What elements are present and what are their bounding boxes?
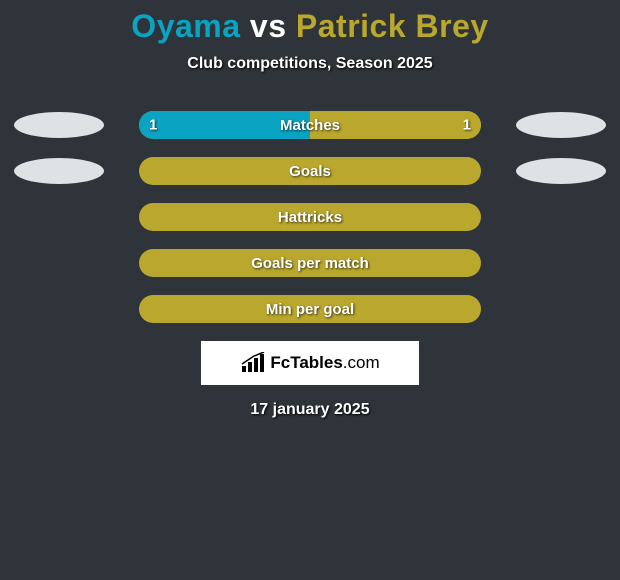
stat-rows-container: 11MatchesGoalsHattricksGoals per matchMi… <box>0 111 620 323</box>
stat-row: Goals <box>0 157 620 185</box>
stat-row: Hattricks <box>0 203 620 231</box>
stat-label: Min per goal <box>139 295 481 323</box>
stat-value-left: 1 <box>149 117 157 134</box>
stat-bar: Goals <box>139 157 481 185</box>
player2-ellipse <box>516 158 606 184</box>
player1-name: Oyama <box>131 8 240 44</box>
comparison-title: Oyama vs Patrick Brey <box>0 0 620 45</box>
stat-label: Goals per match <box>139 249 481 277</box>
stat-value-right: 1 <box>463 117 471 134</box>
stat-row: Goals per match <box>0 249 620 277</box>
stat-bar: 11Matches <box>139 111 481 139</box>
logo-text-light: .com <box>343 353 380 372</box>
player1-ellipse <box>14 112 104 138</box>
stat-row: 11Matches <box>0 111 620 139</box>
date-text: 17 january 2025 <box>0 401 620 419</box>
stat-label: Hattricks <box>139 203 481 231</box>
bar-chart-icon <box>240 352 266 374</box>
logo-text-bold: FcTables <box>270 353 342 372</box>
logo-text: FcTables.com <box>270 353 379 373</box>
stat-bar: Hattricks <box>139 203 481 231</box>
player2-name: Patrick Brey <box>296 8 489 44</box>
subtitle: Club competitions, Season 2025 <box>0 55 620 73</box>
stat-bar: Goals per match <box>139 249 481 277</box>
vs-text: vs <box>250 8 287 44</box>
stat-label: Goals <box>139 157 481 185</box>
bar-fill-left <box>139 111 310 139</box>
bar-fill-right <box>310 111 481 139</box>
stat-bar: Min per goal <box>139 295 481 323</box>
stat-row: Min per goal <box>0 295 620 323</box>
fctables-logo[interactable]: FcTables.com <box>201 341 419 385</box>
player2-ellipse <box>516 112 606 138</box>
player1-ellipse <box>14 158 104 184</box>
